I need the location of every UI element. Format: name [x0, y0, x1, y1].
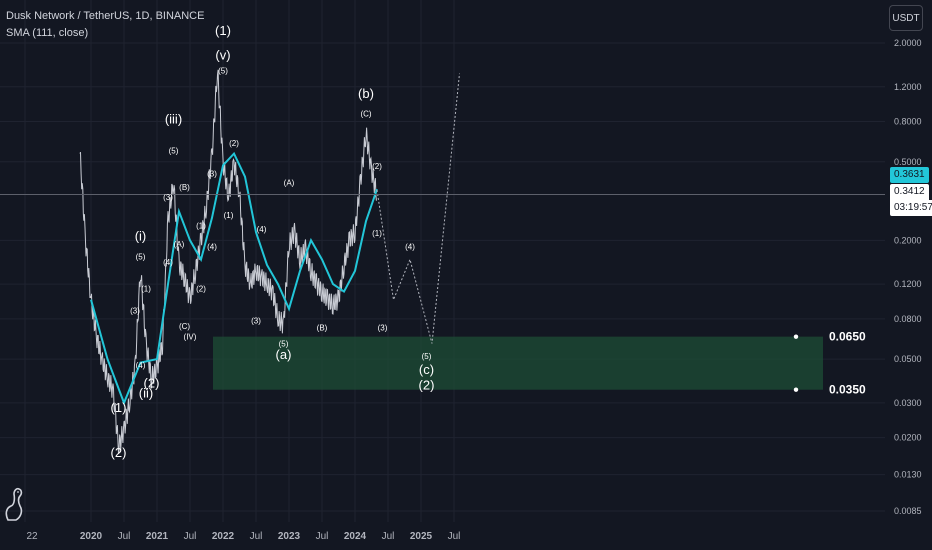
wave-label-2: (5)	[218, 67, 228, 76]
x-tick-label-2: Jul	[118, 531, 131, 542]
wave-label-26: (3)	[251, 316, 261, 325]
wave-label-23: (4)	[207, 242, 217, 251]
x-tick-label-7: 2023	[278, 531, 301, 542]
last-price-badge: 0.3412	[890, 184, 929, 200]
zone-label-0: 0.0650	[829, 330, 866, 344]
tradingview-logo-icon[interactable]	[2, 486, 26, 522]
y-tick-label-3: 0.5000	[894, 157, 922, 167]
wave-label-9: (1)	[141, 285, 151, 294]
wave-label-35: (1)	[372, 229, 382, 238]
wave-label-14: (3)	[163, 193, 173, 202]
x-tick-label-12: Jul	[448, 531, 461, 542]
wave-label-3: (iii)	[165, 112, 182, 127]
wave-label-1: (v)	[215, 47, 230, 62]
wave-label-32: (b)	[358, 86, 374, 101]
x-tick-label-5: 2022	[212, 531, 235, 542]
x-tick-label-3: 2021	[146, 531, 169, 542]
chart-legend: Dusk Network / TetherUS, 1D, BINANCE SMA…	[6, 8, 204, 42]
x-tick-label-11: 2025	[410, 531, 433, 542]
wave-label-39: (c)	[419, 362, 434, 377]
bar-countdown-badge: 03:19:57	[890, 200, 932, 216]
y-tick-label-1: 1.2000	[894, 82, 922, 92]
y-tick-label-6: 0.1200	[894, 279, 922, 289]
currency-button[interactable]: USDT	[889, 5, 923, 31]
wave-label-27: (4)	[257, 225, 267, 234]
x-tick-label-6: Jul	[250, 531, 263, 542]
x-tick-label-10: Jul	[382, 531, 395, 542]
wave-label-8: (2)	[144, 375, 160, 390]
y-tick-label-12: 0.0085	[894, 506, 922, 516]
y-tick-label-0: 2.0000	[894, 38, 922, 48]
y-tick-label-8: 0.0500	[894, 354, 922, 364]
x-tick-label-4: Jul	[184, 531, 197, 542]
indicator-title[interactable]: SMA (111, close)	[6, 27, 89, 39]
sma-price-badge: 0.3631	[890, 167, 929, 183]
wave-label-7: (ii)	[139, 385, 153, 400]
target-zone-box	[213, 336, 823, 390]
y-tick-label-2: 0.8000	[894, 117, 922, 127]
sma-line	[90, 151, 378, 406]
x-tick-label-8: Jul	[316, 531, 329, 542]
wave-label-28: (A)	[284, 178, 295, 187]
wave-label-22: (3)	[207, 170, 217, 179]
wave-label-36: (3)	[378, 323, 388, 332]
wave-label-12: (1)	[111, 400, 127, 415]
y-tick-label-11: 0.0130	[894, 470, 922, 480]
wave-label-17: (B)	[179, 183, 190, 192]
wave-label-33: (C)	[360, 109, 371, 118]
wave-label-25: (2)	[229, 139, 239, 148]
wave-label-24: (1)	[224, 211, 234, 220]
wave-label-20: (1)	[196, 221, 206, 230]
y-tick-label-9: 0.0300	[894, 398, 922, 408]
y-tick-label-7: 0.0800	[894, 314, 922, 324]
wave-label-13: (2)	[111, 445, 127, 460]
x-tick-label-0: 22	[26, 531, 38, 542]
wave-label-6: (5)	[136, 252, 146, 261]
wave-label-18: (C)	[179, 322, 190, 331]
wave-label-40: (2)	[419, 378, 435, 393]
wave-label-29: (5)	[279, 339, 289, 348]
projection-path	[376, 73, 460, 344]
wave-label-30: (a)	[276, 347, 292, 362]
wave-label-19: (IV)	[184, 332, 197, 341]
y-tick-label-10: 0.0200	[894, 433, 922, 443]
wave-label-11: (4)	[136, 361, 146, 370]
wave-label-37: (4)	[405, 242, 415, 251]
wave-label-4: (5)	[169, 147, 179, 156]
y-tick-label-5: 0.2000	[894, 235, 922, 245]
wave-label-38: (5)	[422, 352, 432, 361]
wave-label-16: (A)	[174, 240, 185, 249]
zone-handle-0	[793, 334, 799, 339]
wave-label-5: (i)	[135, 228, 147, 243]
wave-label-34: (2)	[372, 162, 382, 171]
wave-label-15: (4)	[163, 258, 173, 267]
x-tick-label-9: 2024	[344, 531, 367, 542]
x-tick-label-1: 2020	[80, 531, 103, 542]
zone-handle-1	[793, 387, 799, 392]
price-series-line	[79, 69, 377, 454]
wave-label-10: (3)	[130, 307, 140, 316]
wave-label-0: (1)	[215, 23, 231, 38]
zone-label-1: 0.0350	[829, 383, 866, 397]
wave-label-21: (2)	[196, 285, 206, 294]
wave-label-31: (B)	[317, 323, 328, 332]
symbol-title[interactable]: Dusk Network / TetherUS, 1D, BINANCE	[6, 10, 205, 22]
